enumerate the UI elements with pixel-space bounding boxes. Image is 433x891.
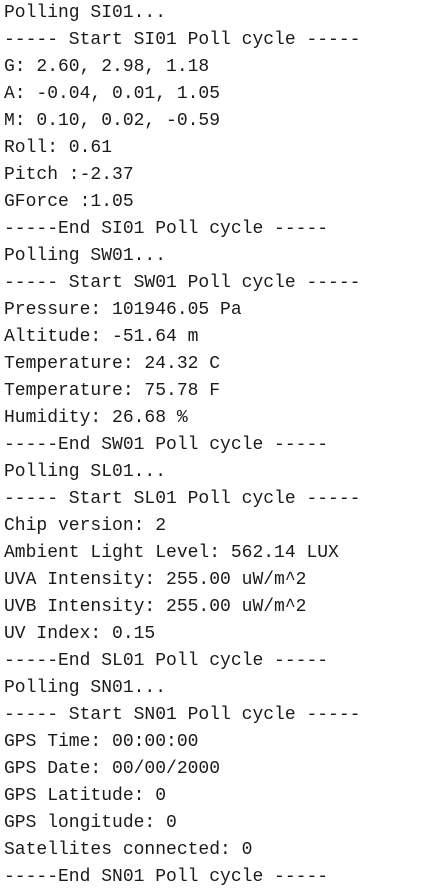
console-line: Roll: 0.61 <box>4 138 113 158</box>
console-line: Polling SW01... <box>4 246 167 266</box>
console-line: Pressure: 101946.05 Pa <box>4 300 242 320</box>
console-line: GPS Date: 00/00/2000 <box>4 759 221 779</box>
console-line: Temperature: 24.32 C <box>4 354 221 374</box>
console-line: Ambient Light Level: 562.14 LUX <box>4 543 339 563</box>
console-line: Temperature: 75.78 F <box>4 381 221 401</box>
console-line: ----- Start SI01 Poll cycle ----- <box>4 30 361 50</box>
console-line: UVA Intensity: 255.00 uW/m^2 <box>4 570 307 590</box>
console-line: GForce :1.05 <box>4 192 134 212</box>
console-line: UV Index: 0.15 <box>4 624 156 644</box>
console-line: Polling SN01... <box>4 678 167 698</box>
console-line: Polling SL01... <box>4 462 167 482</box>
console-line: -----End SW01 Poll cycle ----- <box>4 435 329 455</box>
console-line: GPS Latitude: 0 <box>4 786 167 806</box>
console-line: ----- Start SL01 Poll cycle ----- <box>4 489 361 509</box>
console-line: Altitude: -51.64 m <box>4 327 199 347</box>
console-line: Chip version: 2 <box>4 516 167 536</box>
console-line: Satellites connected: 0 <box>4 840 253 860</box>
console-line: -----End SL01 Poll cycle ----- <box>4 651 329 671</box>
console-line: Polling SI01... <box>4 3 167 23</box>
console-line: UVB Intensity: 255.00 uW/m^2 <box>4 597 307 617</box>
console-line: M: 0.10, 0.02, -0.59 <box>4 111 221 131</box>
console-line: -----End SI01 Poll cycle ----- <box>4 219 329 239</box>
console-line: ----- Start SW01 Poll cycle ----- <box>4 273 361 293</box>
console-line: A: -0.04, 0.01, 1.05 <box>4 84 221 104</box>
console-line: -----End SN01 Poll cycle ----- <box>4 867 329 887</box>
console-line: GPS Time: 00:00:00 <box>4 732 199 752</box>
console-line: Pitch :-2.37 <box>4 165 134 185</box>
console-line: Humidity: 26.68 % <box>4 408 188 428</box>
console-line: ----- Start SN01 Poll cycle ----- <box>4 705 361 725</box>
console-line: GPS longitude: 0 <box>4 813 177 833</box>
console-line: G: 2.60, 2.98, 1.18 <box>4 57 210 77</box>
